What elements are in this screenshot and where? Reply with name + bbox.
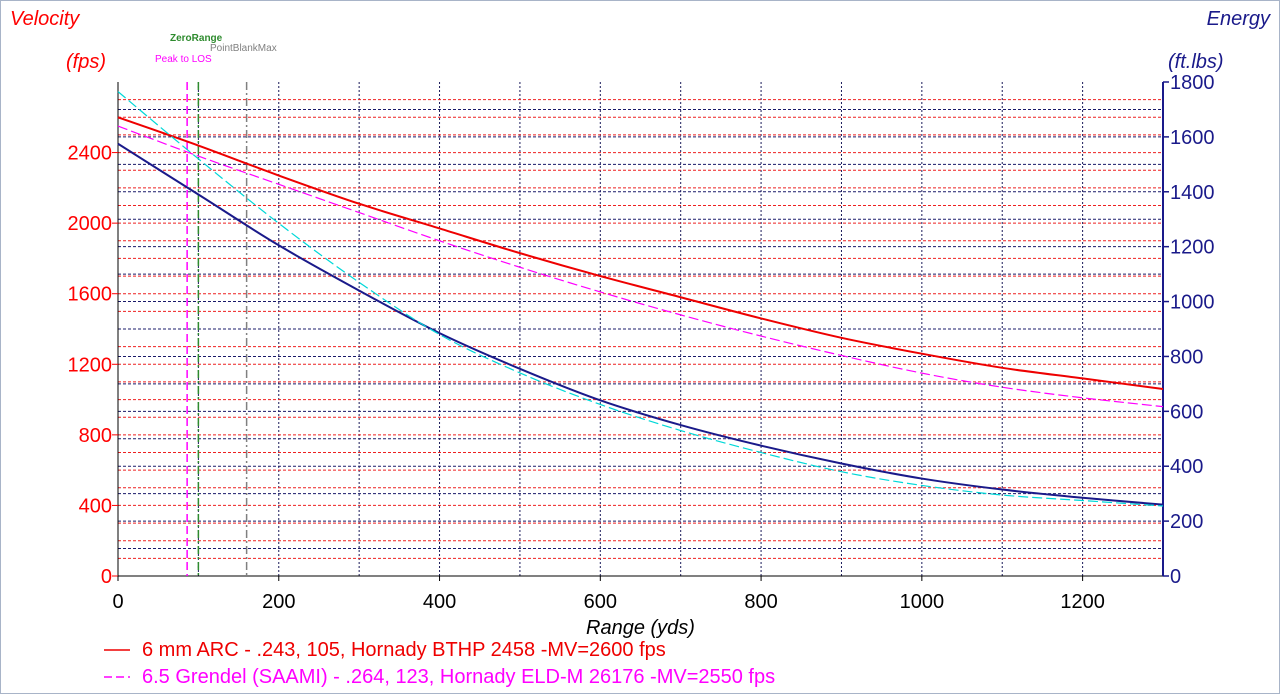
range-tick-label: 200	[262, 591, 295, 613]
velocity-tick-label: 2000	[68, 213, 113, 235]
energy-tick-label: 200	[1170, 511, 1203, 533]
velocity-axis-unit: (fps)	[66, 51, 106, 73]
energy-axis-unit: (ft.lbs)	[1168, 51, 1224, 73]
marker-label: ZeroRange	[170, 33, 223, 44]
velocity-axis-title: Velocity	[10, 8, 80, 30]
velocity-tick-label: 1200	[68, 354, 113, 376]
marker-label: PointBlankMax	[210, 43, 277, 54]
marker-label: Peak to LOS	[155, 54, 212, 65]
series-line-3	[117, 91, 1164, 507]
energy-tick-label: 1000	[1170, 292, 1215, 314]
velocity-tick-label: 0	[101, 566, 112, 588]
energy-axis-title: Energy	[1207, 8, 1271, 30]
legend-entry: 6 mm ARC - .243, 105, Hornady BTHP 2458 …	[142, 639, 666, 661]
velocity-tick-label: 2400	[68, 143, 113, 165]
series-line-0	[117, 116, 1164, 390]
energy-tick-label: 1200	[1170, 237, 1215, 259]
energy-tick-label: 1400	[1170, 182, 1215, 204]
energy-tick-label: 600	[1170, 401, 1203, 423]
energy-tick-label: 1600	[1170, 127, 1215, 149]
energy-tick-label: 0	[1170, 566, 1181, 588]
energy-tick-label: 800	[1170, 346, 1203, 368]
range-tick-label: 600	[584, 591, 617, 613]
velocity-tick-label: 400	[79, 495, 112, 517]
energy-tick-label: 1800	[1170, 72, 1215, 94]
range-tick-label: 800	[744, 591, 777, 613]
series-line-1	[117, 125, 1164, 408]
range-tick-label: 1200	[1060, 591, 1105, 613]
energy-tick-label: 400	[1170, 456, 1203, 478]
range-tick-label: 1000	[900, 591, 945, 613]
velocity-tick-label: 800	[79, 425, 112, 447]
range-axis-title: Range (yds)	[586, 617, 695, 639]
velocity-tick-label: 1600	[68, 284, 113, 306]
series-line-2	[117, 142, 1164, 506]
range-tick-label: 0	[112, 591, 123, 613]
range-tick-label: 400	[423, 591, 456, 613]
legend-entry: 6.5 Grendel (SAAMI) - .264, 123, Hornady…	[142, 666, 775, 688]
